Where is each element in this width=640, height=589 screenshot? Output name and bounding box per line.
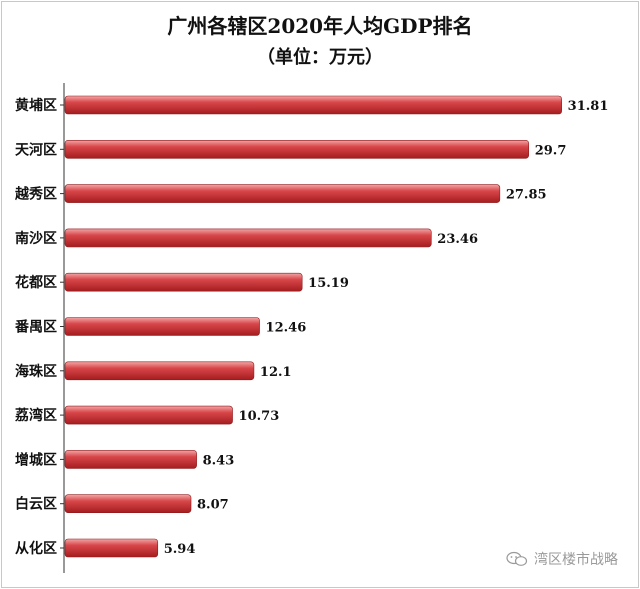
chart-subtitle: （单位：万元）: [257, 47, 383, 68]
category-label: 增城区: [15, 451, 57, 468]
category-label: 天河区: [15, 141, 57, 158]
category-label: 海珠区: [15, 363, 57, 380]
watermark: 湾区楼市战略: [506, 549, 618, 569]
value-label: 12.1: [260, 365, 292, 380]
category-label: 黄埔区: [15, 97, 57, 114]
value-label: 8.43: [203, 453, 235, 468]
bar: [64, 228, 432, 248]
watermark-text: 湾区楼市战略: [534, 552, 618, 568]
category-label: 白云区: [15, 496, 57, 513]
value-label: 12.46: [266, 321, 307, 336]
value-label: 8.07: [197, 498, 229, 513]
chart-title: 广州各辖区2020年人均GDP排名: [167, 14, 473, 38]
value-label: 23.46: [437, 232, 478, 247]
bar: [64, 538, 159, 558]
bar: [64, 405, 233, 425]
value-label: 31.81: [568, 99, 609, 114]
category-label: 番禺区: [14, 319, 57, 336]
value-label: 27.85: [506, 188, 547, 203]
category-label: 越秀区: [14, 186, 57, 203]
bar: [64, 272, 303, 292]
category-label: 花都区: [15, 274, 57, 291]
bar: [64, 95, 562, 115]
bar: [64, 494, 192, 514]
category-label: 从化区: [15, 540, 57, 557]
value-label: 5.94: [164, 542, 196, 557]
value-label: 10.73: [239, 409, 280, 424]
bar: [64, 361, 255, 381]
value-label: 29.7: [535, 143, 567, 158]
value-label: 15.19: [308, 276, 349, 291]
bar: [64, 317, 260, 336]
category-label: 南沙区: [15, 230, 57, 247]
bar: [64, 140, 530, 159]
wechat-icon: [506, 551, 528, 566]
bar: [64, 450, 197, 469]
bar: [64, 184, 501, 203]
category-label: 荔湾区: [14, 407, 57, 424]
